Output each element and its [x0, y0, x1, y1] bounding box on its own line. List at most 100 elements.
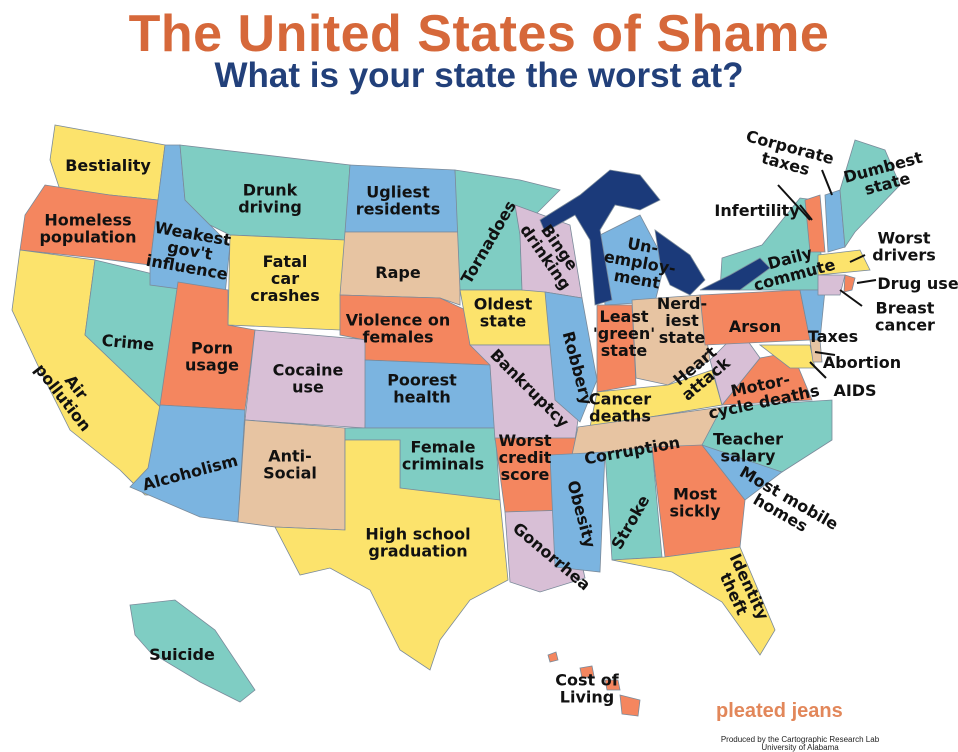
map-label-line: Arson [729, 317, 781, 336]
map-label: Most sickly [669, 485, 721, 521]
map-label-line: Crime [101, 331, 155, 355]
state-hi1 [547, 651, 559, 663]
map-label-line: Least [599, 307, 648, 326]
map-label-line: drivers [872, 246, 936, 265]
map-label-line: Homeless [44, 211, 131, 230]
map-label-line: 'green' [593, 324, 655, 343]
state-sd [339, 231, 461, 306]
map-label-line: Violence on [346, 311, 451, 330]
map-label: Fatal car crashes [250, 252, 319, 305]
map-label-line: Breast [876, 299, 935, 318]
map-label: Cancer deaths [589, 390, 651, 426]
map-label-line: Poorest [387, 371, 457, 390]
map-subtitle: What is your state the worst at? [214, 56, 744, 95]
map-label: Breast cancer [875, 299, 935, 335]
map-label-line: Fatal [263, 252, 308, 271]
leader-line [856, 279, 877, 284]
map-label-line: High school [365, 525, 470, 544]
map-label-line: Oldest [474, 295, 533, 314]
map-label: Arson [729, 317, 781, 336]
map-label-line: females [362, 328, 433, 347]
map-label: Homeless population [39, 211, 136, 247]
map-label: AIDS [833, 381, 876, 400]
map-label-line: Most [673, 485, 717, 504]
state-az [129, 404, 246, 523]
state-hi2 [579, 665, 595, 679]
map-label: Violence on females [346, 311, 451, 347]
leader-line [839, 289, 863, 307]
map-label: Taxes [808, 327, 858, 346]
leader-line [849, 254, 866, 263]
map-title: The United States of Shame [128, 5, 830, 63]
state-me [839, 139, 901, 249]
map-label-line: graduation [368, 542, 467, 561]
map-label: Abortion [823, 353, 901, 372]
map-label: Oldest state [474, 295, 533, 331]
state-fl [611, 546, 776, 656]
map-label-line: AIDS [833, 381, 876, 400]
map-label: Female criminals [402, 438, 484, 474]
map-label: Cost of Living [555, 671, 619, 707]
map-label-line: crashes [250, 286, 319, 305]
map-label-line: Nerd- [657, 294, 707, 313]
map-label-line: Worst [498, 431, 551, 450]
map-label-line: iest [665, 311, 699, 330]
map-label-line: criminals [402, 455, 484, 474]
map-label-line: Female [411, 438, 476, 457]
map-label: Drug use [877, 274, 958, 293]
map-label-line: sickly [669, 502, 721, 521]
map-label-line: Infertility [714, 201, 800, 220]
map-label-line: Worst [877, 229, 930, 248]
state-ak [129, 599, 256, 703]
state-il [544, 291, 598, 423]
map-label-line: Bestiality [65, 156, 151, 175]
map-label-line: state [480, 312, 527, 331]
map-label-line: residents [356, 200, 441, 219]
map-label: Nerd-iest state [657, 294, 707, 347]
map-label-line: Social [263, 464, 317, 483]
map-label-line: Porn [191, 339, 233, 358]
leader-line [799, 204, 813, 221]
map-label-line: cancer [875, 316, 935, 335]
map-label: High school graduation [365, 525, 470, 561]
map-label-line: Suicide [149, 645, 215, 664]
map-label-line: state [659, 328, 706, 347]
map-label-line: Cocaine [273, 361, 344, 380]
map-label: Ugliest residents [356, 183, 441, 219]
map-label-line: Living [560, 688, 614, 707]
state-or [19, 184, 159, 266]
state-nc [701, 399, 833, 473]
map-label: Poorest health [387, 371, 457, 407]
map-label-line: use [292, 378, 324, 397]
great-lakes [654, 229, 706, 296]
map-label: Infertility [714, 201, 800, 220]
map-label: Corporatetaxes [740, 126, 837, 184]
map-label: Drunk driving [238, 181, 302, 217]
map-label-line: score [501, 465, 550, 484]
state-in [596, 304, 637, 393]
map-label: Rape [375, 263, 421, 282]
state-vt [804, 194, 826, 253]
map-label: Bestiality [65, 156, 151, 175]
map-label: Crime [101, 331, 155, 355]
great-lakes [699, 257, 771, 291]
state-tx [274, 439, 509, 671]
map-label: Worst drivers [872, 229, 936, 265]
state-ma [817, 249, 871, 276]
great-lakes [539, 169, 661, 306]
map-label: Suicide [149, 645, 215, 664]
state-hi4 [619, 694, 641, 717]
map-label-line: usage [185, 356, 239, 375]
map-label: Anti-Social [263, 447, 317, 483]
map-label-line: Cost of [555, 671, 619, 690]
map-label-line: Drunk [243, 181, 298, 200]
map-label-line: Taxes [808, 327, 858, 346]
state-oh [631, 294, 711, 386]
leader-line [777, 184, 811, 221]
map-label: Porn usage [185, 339, 239, 375]
state-ri [843, 274, 856, 293]
map-label: Worst credit score [498, 431, 551, 484]
map-label-line: salary [721, 447, 776, 466]
map-label-line: driving [238, 198, 302, 217]
